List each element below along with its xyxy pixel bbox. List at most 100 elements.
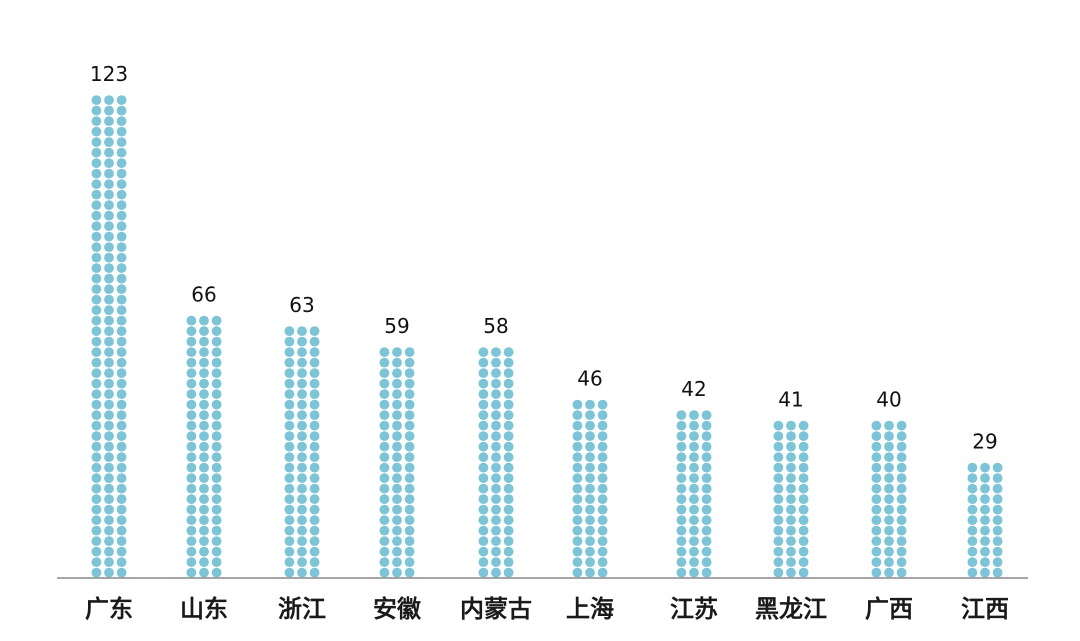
bar-dot — [199, 515, 209, 525]
bar-dot — [491, 441, 501, 452]
bar-dot — [116, 504, 127, 515]
bar-dot — [116, 557, 127, 567]
bar-dot — [392, 420, 402, 431]
bar-dot — [967, 515, 978, 525]
bar-dot — [104, 137, 114, 148]
bar-dot — [786, 525, 796, 536]
bar-dot — [884, 536, 894, 546]
bar-dot — [871, 420, 882, 431]
bar-dot — [211, 536, 222, 546]
bar-dot — [585, 536, 595, 546]
bar-dot — [884, 515, 894, 525]
bar-dot — [676, 515, 687, 525]
bar-dot — [104, 252, 114, 263]
bar-dot — [503, 525, 514, 536]
bar-dot — [478, 557, 489, 567]
bar-dot — [211, 357, 222, 368]
bar-dot — [284, 546, 295, 557]
bar-dot — [199, 315, 209, 326]
bar-dot — [701, 483, 712, 494]
bar-dot — [297, 525, 307, 536]
bar-dot — [116, 137, 127, 148]
bar-dot — [503, 483, 514, 494]
bar-dot — [992, 557, 1003, 567]
bar-dot — [798, 431, 809, 441]
bar-dot — [104, 242, 114, 253]
bar-dot — [309, 462, 320, 473]
bar-dot — [91, 420, 102, 431]
bar-dot — [379, 536, 390, 546]
bar-dot — [786, 515, 796, 525]
bar-dot — [104, 525, 114, 536]
value-label-安徽: 59 — [384, 314, 409, 338]
bar-dot — [992, 462, 1003, 473]
bar-dot — [309, 399, 320, 410]
bar-dot — [186, 536, 197, 546]
bar-dot — [309, 431, 320, 441]
bar-dot — [211, 525, 222, 536]
value-label-广东: 123 — [90, 62, 128, 86]
bar-dot — [967, 567, 978, 578]
bar-dot — [211, 410, 222, 420]
bar-dot — [186, 525, 197, 536]
bar-dot — [104, 567, 114, 578]
bar-dot — [585, 515, 595, 525]
bar-dot — [597, 504, 608, 515]
bar-dot — [379, 515, 390, 525]
bar-dot — [211, 452, 222, 462]
bar-dot — [91, 357, 102, 368]
bar-dot — [491, 420, 501, 431]
bar-dot — [309, 504, 320, 515]
bar-dot — [701, 525, 712, 536]
bar-dot — [585, 546, 595, 557]
bar-dot — [786, 483, 796, 494]
bar-dot — [597, 494, 608, 504]
bar-dot — [491, 389, 501, 399]
bar-dot — [689, 536, 699, 546]
bar-dot — [379, 546, 390, 557]
bar-dot — [676, 483, 687, 494]
bar-dot — [503, 368, 514, 378]
bar-dot — [404, 536, 415, 546]
bar-dot — [116, 546, 127, 557]
bar-dot — [491, 546, 501, 557]
bar-dot — [91, 231, 102, 242]
bar-dot — [297, 494, 307, 504]
bar-dot — [597, 567, 608, 578]
bar-dot — [585, 452, 595, 462]
bar-内蒙古 — [478, 347, 514, 578]
bar-dot — [284, 525, 295, 536]
bar-安徽 — [379, 347, 415, 578]
bar-dot — [491, 368, 501, 378]
bar-dot — [597, 536, 608, 546]
bar-dot — [199, 494, 209, 504]
bar-dot — [104, 105, 114, 116]
bar-dot — [503, 504, 514, 515]
bar-dot — [104, 326, 114, 336]
bar-dot — [676, 557, 687, 567]
bar-dot — [309, 336, 320, 347]
bar-dot — [404, 420, 415, 431]
bar-dot — [104, 515, 114, 525]
bar-dot — [91, 273, 102, 284]
bar-dot — [297, 504, 307, 515]
bar-dot — [186, 399, 197, 410]
bar-dot — [572, 399, 583, 410]
bar-dot — [211, 483, 222, 494]
value-label-江苏: 42 — [681, 377, 706, 401]
bar-dot — [404, 483, 415, 494]
bar-dot — [104, 420, 114, 431]
bar-dot — [116, 315, 127, 326]
bar-dot — [104, 273, 114, 284]
bar-dot — [689, 546, 699, 557]
bar-dot — [297, 410, 307, 420]
value-label-内蒙古: 58 — [483, 314, 508, 338]
bar-dot — [980, 567, 990, 578]
bar-dot — [309, 357, 320, 368]
bar-dot — [689, 452, 699, 462]
bar-dot — [297, 567, 307, 578]
bar-dot — [572, 494, 583, 504]
bar-dot — [284, 336, 295, 347]
bar-dot — [211, 431, 222, 441]
bar-dot — [186, 368, 197, 378]
